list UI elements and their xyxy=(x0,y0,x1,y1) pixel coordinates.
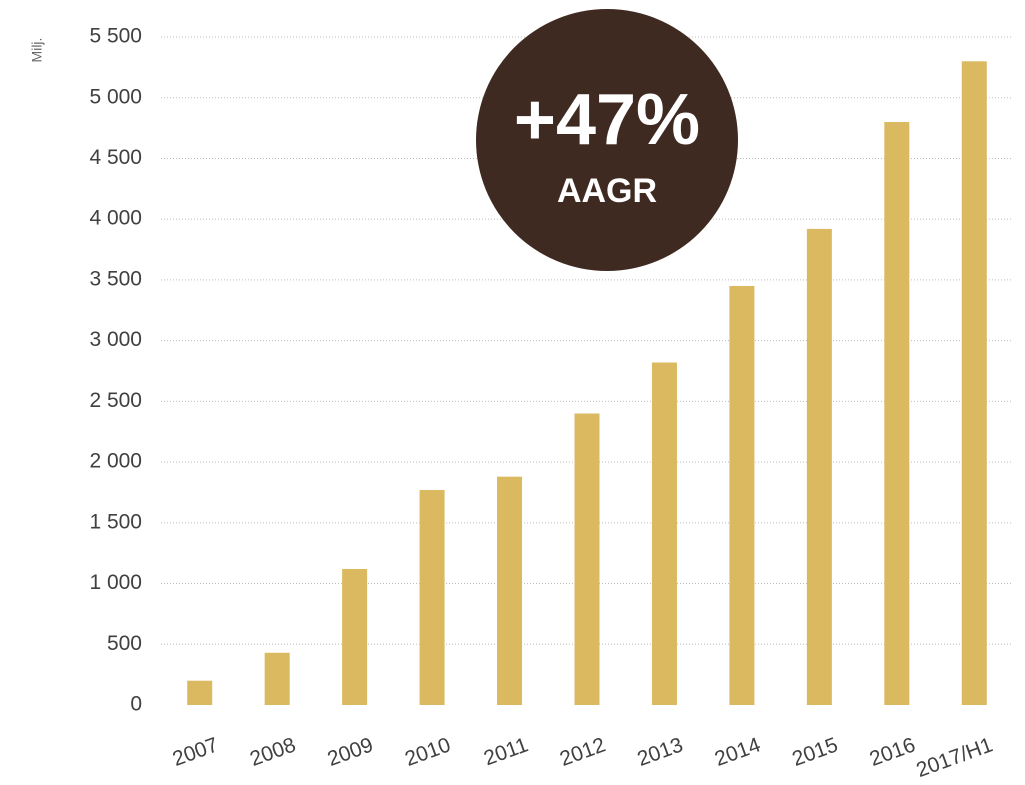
bar xyxy=(264,652,290,705)
bar xyxy=(729,285,755,705)
bar xyxy=(884,122,910,705)
badge xyxy=(476,9,738,271)
y-tick-label: 5 000 xyxy=(89,85,142,108)
bar xyxy=(574,413,600,705)
x-tick-label: 2011 xyxy=(481,733,531,770)
y-tick-label: 2 500 xyxy=(89,389,142,412)
x-tick-label: 2009 xyxy=(324,733,376,771)
bar xyxy=(187,680,213,705)
x-tick-label: 2017/H1 xyxy=(913,733,995,782)
y-tick-label: 5 500 xyxy=(89,25,142,48)
x-tick-label: 2015 xyxy=(789,733,841,771)
bar xyxy=(961,61,987,706)
y-tick-label: 0 xyxy=(130,693,142,716)
bar xyxy=(651,362,677,705)
x-tick-label: 2007 xyxy=(170,733,222,771)
y-tick-label: 4 500 xyxy=(89,146,142,169)
y-tick-label: 3 000 xyxy=(89,328,142,351)
x-tick-label: 2013 xyxy=(634,733,686,771)
x-tick-label: 2008 xyxy=(247,733,299,771)
y-tick-label: 1 000 xyxy=(89,571,142,594)
y-tick-label: 1 500 xyxy=(89,510,142,533)
y-tick-label: 4 000 xyxy=(89,207,142,230)
y-tick-label: 3 500 xyxy=(89,267,142,290)
x-tick-label: 2014 xyxy=(712,733,764,771)
x-tick-label: 2012 xyxy=(557,733,609,771)
bar xyxy=(342,568,368,705)
y-tick-label: 500 xyxy=(107,632,142,655)
x-tick-label: 2016 xyxy=(867,733,919,771)
bar xyxy=(806,228,832,705)
y-axis-label: Milj. xyxy=(29,38,45,63)
x-tick-label: 2010 xyxy=(402,733,454,771)
badge-headline: +47% xyxy=(514,80,700,160)
bar xyxy=(497,476,523,705)
bar xyxy=(419,490,445,705)
badge-subline: AAGR xyxy=(557,172,657,210)
y-tick-label: 2 000 xyxy=(89,450,142,473)
